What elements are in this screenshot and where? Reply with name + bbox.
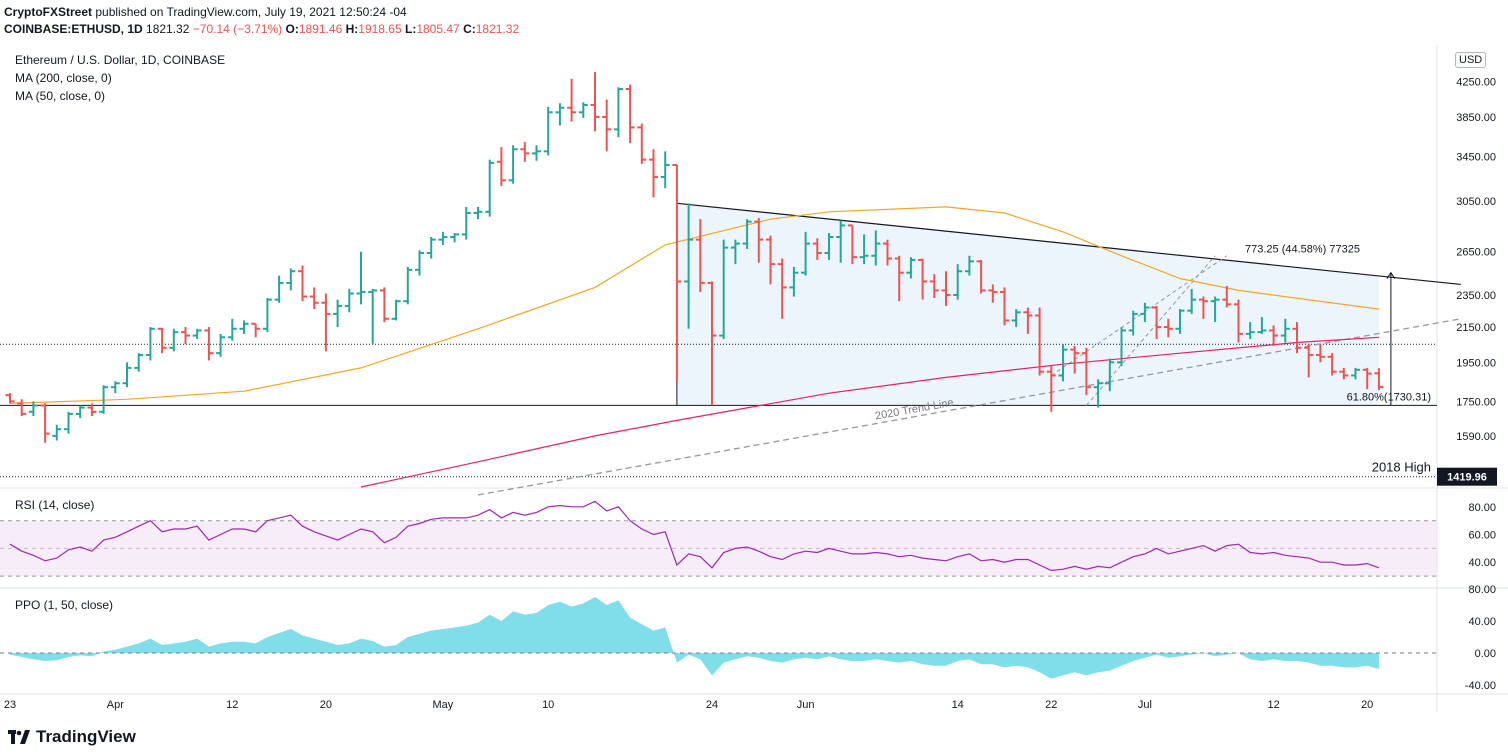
ma50-line — [9, 206, 1379, 404]
time-tick-label: 20 — [320, 699, 332, 711]
close-label: C: — [463, 22, 476, 36]
time-tick-label: 12 — [1267, 699, 1279, 711]
rsi-line — [9, 500, 1380, 572]
low-label: L: — [405, 22, 417, 36]
price-change: −70.14 (−3.71%) — [192, 22, 283, 36]
rsi-label[interactable]: RSI (14, close) — [15, 498, 95, 512]
ohlc-line: COINBASE:ETHUSD, 1D 1821.32 −70.14 (−3.7… — [4, 22, 519, 36]
price-tick-label: 3450.00 — [1456, 152, 1496, 164]
price-tag-bg — [1437, 467, 1497, 486]
low-value: 1805.47 — [416, 22, 460, 36]
brand-name: TradingView — [36, 727, 136, 746]
price-tick-label: 3050.00 — [1456, 196, 1496, 208]
time-tick-label: May — [433, 699, 454, 711]
price-tick-label: 4250.00 — [1456, 76, 1496, 88]
published-text: published on TradingView.com, July 19, 2… — [92, 5, 407, 19]
rsi-tick-label: 40.00 — [1468, 557, 1496, 569]
time-tick-label: 14 — [952, 699, 964, 711]
ppo-tick-label: -40.00 — [1465, 680, 1496, 692]
time-tick-label: Apr — [107, 699, 124, 711]
rsi-tick-label: 60.00 — [1468, 530, 1496, 542]
measure-arrow — [1386, 271, 1396, 279]
rsi-tick-label: 80.00 — [1468, 502, 1496, 514]
time-tick-label: 10 — [542, 699, 554, 711]
open-label: O: — [285, 22, 299, 36]
price-tick-label: 2350.00 — [1456, 290, 1496, 302]
legend-title[interactable]: Ethereum / U.S. Dollar, 1D, COINBASE — [15, 53, 226, 67]
ppo-tick-label: 40.00 — [1468, 616, 1496, 628]
time-tick-label: 12 — [226, 699, 238, 711]
tradingview-logo[interactable]: TradingView — [8, 727, 136, 747]
ppo-tick-label: 80.00 — [1468, 584, 1496, 596]
legend-ma200[interactable]: MA (200, close, 0) — [15, 71, 112, 85]
time-tick-label: 23 — [4, 699, 16, 711]
ppo-label[interactable]: PPO (1, 50, close) — [15, 598, 114, 612]
ppo-tick-label: 0.00 — [1475, 648, 1496, 660]
publisher-line: CryptoFXStreet published on TradingView.… — [4, 5, 407, 19]
high-value: 1918.65 — [358, 22, 402, 36]
time-tick-label: 24 — [706, 699, 718, 711]
high-label: H: — [345, 22, 359, 36]
level-label: 2018 High — [1372, 460, 1431, 475]
price-tag: 1419.96 — [1447, 472, 1487, 484]
publisher-name[interactable]: CryptoFXStreet — [4, 5, 93, 19]
legend-ma50[interactable]: MA (50, close, 0) — [15, 89, 106, 103]
price-tick-label: 1590.00 — [1456, 431, 1496, 443]
symbol: COINBASE:ETHUSD, 1D — [4, 22, 143, 36]
currency-button[interactable]: USD — [1455, 52, 1487, 68]
price-tick-label: 2650.00 — [1456, 247, 1496, 259]
tradingview-logo-icon — [8, 730, 30, 744]
time-tick-label: 20 — [1361, 699, 1373, 711]
price-tick-label: 2150.00 — [1456, 322, 1496, 334]
time-tick-label: 22 — [1045, 699, 1057, 711]
last-price: 1821.32 — [146, 22, 190, 36]
level-label: 61.80%(1730.31) — [1347, 391, 1431, 403]
price-tick-label: 1750.00 — [1456, 396, 1496, 408]
ma200-line — [360, 336, 1379, 488]
time-tick-label: Jul — [1138, 699, 1152, 711]
measure-label: 773.25 (44.58%) 77325 — [1245, 244, 1360, 256]
price-tick-label: 3850.00 — [1456, 112, 1496, 124]
rsi-band — [0, 520, 1437, 577]
triangle-top-line — [676, 202, 1461, 286]
ppo-area — [10, 597, 1379, 679]
price-tick-label: 1950.00 — [1456, 357, 1496, 369]
close-value: 1821.32 — [475, 22, 520, 36]
time-tick-label: Jun — [797, 699, 815, 711]
open-value: 1891.46 — [298, 22, 343, 36]
